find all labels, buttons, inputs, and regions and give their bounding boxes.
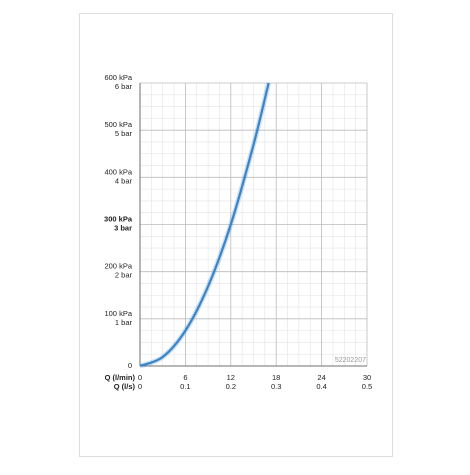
x-tick-label: 24 [317,373,325,382]
y-tick-label: 300 kPa [104,214,133,223]
curve [139,82,270,368]
x-tick-label: 30 [363,373,371,382]
y-tick-label: 200 kPa [104,262,132,271]
y-tick-label: 400 kPa [104,167,132,176]
y-tick-bar-label: 5 bar [115,129,133,138]
x-tick-label-ls: 0.5 [362,382,372,391]
grid [139,82,368,367]
chart-code: 52202207 [335,357,366,364]
x-tick-label-ls: 0.2 [226,382,236,391]
x-tick-label: 12 [227,373,235,382]
y-tick-bar-label: 2 bar [115,271,133,280]
x-label-ls: Q (l/s) [114,382,136,391]
y-tick-bar-label: 3 bar [114,223,132,232]
x-tick-label: 0 [138,373,142,382]
y-tick-bar-label: 4 bar [115,176,133,185]
y-tick-label: 600 kPa [104,73,132,82]
x-label: Q (l/min) [105,373,136,382]
y-tick-bar-label: 6 bar [115,82,133,91]
y-tick-label: 100 kPa [104,309,132,318]
x-tick-label-ls: 0.3 [271,382,281,391]
y-tick-label: 0 [128,361,132,370]
page-card [79,13,393,457]
x-tick-label-ls: 0 [138,382,142,391]
y-tick-bar-label: 1 bar [115,318,133,327]
y-tick-label: 500 kPa [104,120,132,129]
x-tick-label: 18 [272,373,280,382]
x-tick-label-ls: 0.4 [316,382,326,391]
x-tick-label-ls: 0.1 [180,382,190,391]
x-tick-label: 6 [183,373,187,382]
